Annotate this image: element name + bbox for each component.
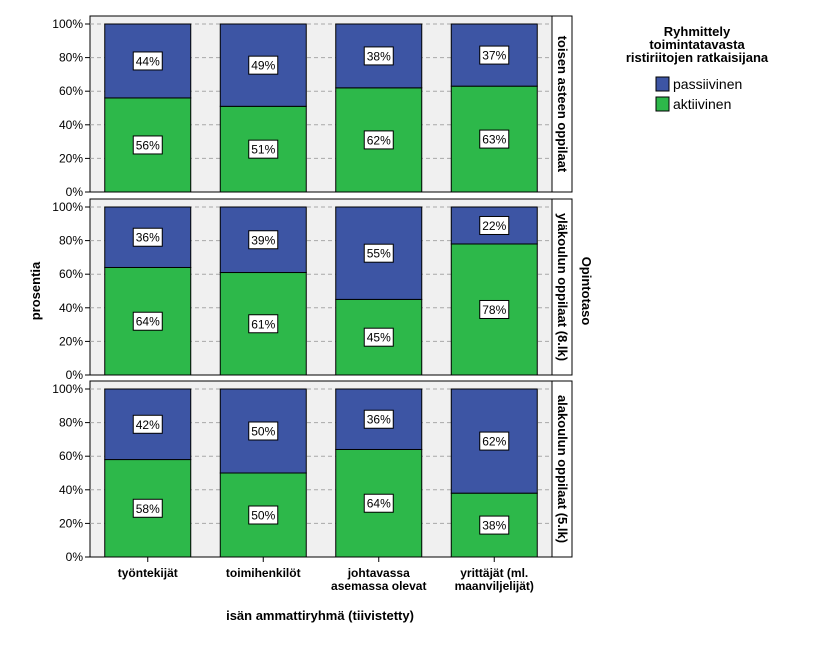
data-label-box [248,314,279,334]
chart-panels: 0% 20% 40% 60% 80% 100% 56% 44% 51% 49% 62% 38% 63% 3… [52,15,573,564]
legend-swatch-passiivinen [655,76,670,92]
data-label-box [132,311,163,331]
data-label-box [363,130,394,150]
data-label-box [132,51,163,71]
data-label: 36% [367,413,391,427]
data-label: 38% [367,49,391,63]
panel: 0% 20% 40% 60% 80% 100% 56% 44% 51% 49% 62% 38% 63% 3… [52,15,573,199]
facet-strip-label: toisen asteen oppilaat [555,36,570,173]
data-label: 62% [367,133,391,147]
y-tick-label: 40% [59,118,83,132]
data-label: 50% [251,509,275,523]
data-label-box [363,409,394,429]
data-label-box [363,327,394,347]
data-label-box [363,46,394,66]
data-label-box [479,515,510,535]
data-label: 49% [251,59,275,73]
facet-strip [551,380,573,558]
data-label-box [132,498,163,518]
data-label: 64% [136,315,160,329]
y-tick-label: 40% [59,301,83,315]
data-label-box [363,243,394,263]
y-tick-label: 0% [66,368,84,382]
data-label-box [248,230,279,250]
x-category-label: työntekijät [118,566,178,580]
y-tick-label: 20% [59,334,83,348]
facet-title: Opintotaso [579,257,594,326]
data-label-box [132,135,163,155]
data-label: 62% [482,435,506,449]
data-label-box [479,215,510,235]
facet-strip-label: alakoulun oppilaat (5.lk) [555,395,570,543]
data-label-box [248,421,279,441]
y-tick-label: 0% [66,550,84,564]
y-tick-label: 80% [59,51,83,65]
panel: 0% 20% 40% 60% 80% 100% 64% 36% 61% 39% 45% 55% 78% 2… [52,198,573,382]
data-label: 42% [136,418,160,432]
data-label: 63% [482,133,506,147]
legend-swatch-aktiivinen [655,96,670,112]
x-category-label: toimihenkilöt [226,566,301,580]
data-label: 36% [136,231,160,245]
y-tick-label: 20% [59,516,83,530]
data-label-box [479,45,510,65]
data-label: 44% [136,54,160,68]
facet-strip [551,198,573,376]
data-label-box [479,431,510,451]
x-axis-title: isän ammattiryhmä (tiivistetty) [226,608,414,623]
y-tick-label: 100% [52,200,83,214]
data-label: 45% [367,331,391,345]
data-label-box [132,414,163,434]
data-label-box [248,55,279,75]
data-label: 64% [367,497,391,511]
data-label-box [363,493,394,513]
data-label: 55% [367,247,391,261]
data-label: 51% [251,143,275,157]
y-tick-label: 100% [52,17,83,31]
data-label-box [132,227,163,247]
legend-title: Ryhmittely toimintatavasta ristiriitojen r… [626,24,769,65]
legend-label: aktiivinen [673,96,731,112]
y-tick-label: 20% [59,151,83,165]
bar-segment-passiivinen [219,388,307,474]
facet-strip [551,15,573,193]
data-label-box [248,139,279,159]
legend-label: passiivinen [673,76,742,92]
x-category-labels: työntekijät toimihenkilöt johtavassa asemas… [118,557,534,593]
data-label-box [248,505,279,525]
y-axis-title: prosentia [28,261,43,320]
data-label: 38% [482,519,506,533]
data-label: 78% [482,303,506,317]
y-tick-label: 60% [59,449,83,463]
data-label: 61% [251,317,275,331]
x-category-label: johtavassa asemassa olevat [331,566,426,593]
y-tick-label: 0% [66,185,84,199]
data-label: 39% [251,233,275,247]
legend: Ryhmittely toimintatavasta ristiriitojen r… [626,24,769,112]
data-label: 50% [251,425,275,439]
panel: 0% 20% 40% 60% 80% 100% 58% 42% 50% 50% 64% 36% 38% 6… [52,380,573,564]
data-label: 22% [482,219,506,233]
facet-strip-label: yläkoulun oppilaat (8.lk) [555,213,570,361]
y-tick-label: 40% [59,483,83,497]
data-label-box [479,299,510,319]
y-tick-label: 80% [59,234,83,248]
y-tick-label: 60% [59,267,83,281]
data-label-box [479,129,510,149]
data-label: 56% [136,138,160,152]
y-tick-label: 80% [59,416,83,430]
y-tick-label: 100% [52,382,83,396]
data-label: 58% [136,502,160,516]
data-label: 37% [482,49,506,63]
x-category-label: yrittäjät (ml. maanviljelijät) [455,566,534,593]
y-tick-label: 60% [59,84,83,98]
